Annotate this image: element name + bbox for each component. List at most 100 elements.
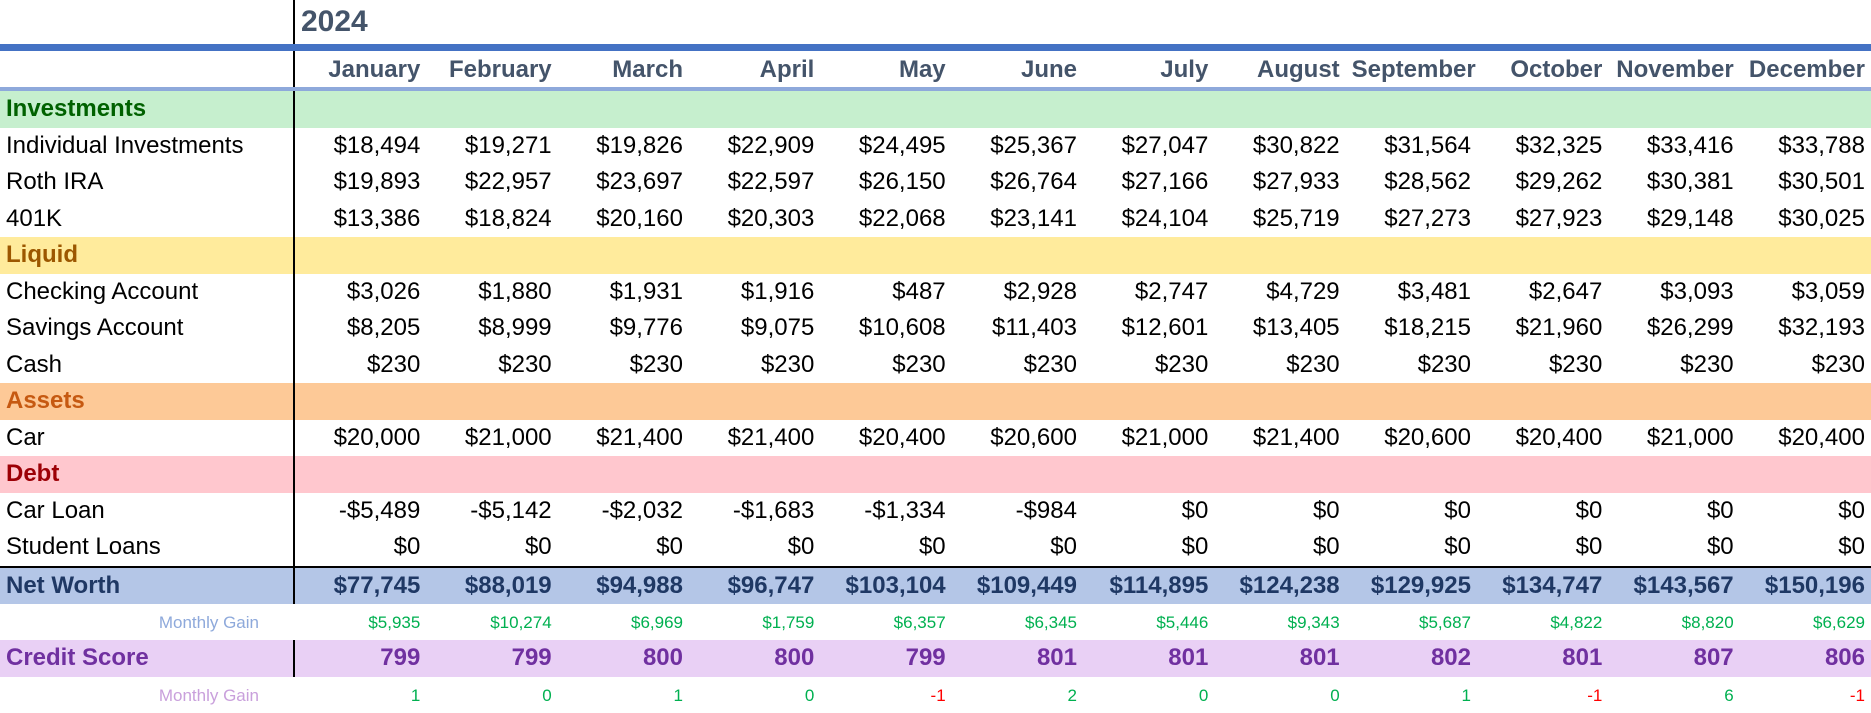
section-fill [558, 383, 689, 420]
table-row: Cash $230 $230 $230 $230 $230 $230 $230 $230 $230… [0, 346, 1871, 383]
net-worth-value: $124,238 [1239, 571, 1340, 599]
credit-score-value: 800 [642, 644, 683, 671]
net-worth-gain-value: $8,820 [1681, 613, 1734, 632]
value-cell: $0 [1838, 496, 1865, 524]
value-cell: -$5,142 [470, 496, 552, 524]
net-worth-gain-value: $10,274 [490, 613, 552, 632]
section-fill [1477, 91, 1608, 128]
credit-gain-value: 2 [1067, 685, 1077, 705]
net-worth-row: Net Worth $77,745 $88,019 $94,988 $96,747 $10… [0, 565, 1871, 604]
value-cell: $26,299 [1646, 314, 1734, 341]
section-fill [295, 456, 426, 493]
value-cell: $0 [1706, 496, 1734, 524]
row-label: Savings Account [0, 310, 295, 347]
row-label: Individual Investments [0, 127, 295, 164]
row-label: 401K [0, 200, 295, 237]
value-cell: $13,405 [1252, 314, 1340, 341]
net-worth-gain-value: $6,345 [1024, 613, 1077, 632]
value-cell: $3,026 [346, 277, 421, 305]
section-fill [820, 237, 951, 274]
value-cell: $4,729 [1266, 277, 1340, 305]
credit-gain-value: 1 [410, 685, 421, 705]
value-cell: $26,764 [990, 168, 1077, 195]
table-row: 401K $13,386 $18,824 $20,160 $20,303 $22,068 $… [0, 200, 1871, 237]
credit-gain-value: 0 [542, 685, 552, 705]
section-fill [952, 383, 1083, 420]
credit-score-value: 801 [1299, 644, 1340, 671]
value-cell: $230 [1417, 350, 1471, 378]
value-cell: $27,273 [1384, 204, 1471, 232]
net-worth-gain-row: Monthly Gain $5,935 $10,274 $6,969 $1,759 $6,… [0, 604, 1871, 640]
section-fill [1608, 91, 1739, 128]
credit-score-value: 799 [511, 644, 552, 671]
value-cell: $0 [1181, 496, 1209, 524]
credit-gain-value: 1 [1461, 685, 1471, 705]
value-cell: $0 [1312, 496, 1340, 524]
value-cell: $27,166 [1121, 168, 1209, 195]
value-cell: $0 [656, 533, 683, 560]
net-worth-gain-value: $4,822 [1550, 613, 1603, 632]
value-cell: $0 [1575, 496, 1603, 524]
credit-score-value: 800 [774, 644, 815, 671]
credit-score-value: 801 [1036, 644, 1077, 671]
value-cell: $21,400 [1252, 423, 1340, 451]
section-fill [426, 91, 557, 128]
value-cell: $31,564 [1384, 131, 1471, 159]
month-header-may: May [898, 56, 946, 83]
section-title-assets: Assets [0, 383, 295, 420]
section-header-liquid: Liquid [0, 237, 1871, 274]
net-worth-gain-value: $6,969 [630, 613, 683, 632]
row-label: Student Loans [0, 529, 295, 566]
value-cell: $20,600 [990, 423, 1077, 451]
value-cell: $20,400 [1515, 423, 1603, 451]
value-cell: $8,205 [346, 314, 421, 341]
net-worth-gain-value: $9,343 [1287, 613, 1340, 632]
credit-gain-label: Monthly Gain [158, 685, 259, 705]
value-cell: $23,697 [596, 168, 683, 195]
net-worth-gain-value: $5,935 [368, 613, 421, 632]
value-cell: $0 [1706, 533, 1734, 560]
section-fill [1083, 456, 1214, 493]
net-worth-value: $94,988 [596, 571, 683, 599]
section-fill [295, 91, 426, 128]
value-cell: $19,826 [596, 131, 683, 159]
table-row: Savings Account $8,205 $8,999 $9,776 $9,075 $… [0, 310, 1871, 347]
net-worth-value: $109,449 [976, 571, 1077, 599]
section-fill [1740, 91, 1871, 128]
value-cell: $3,093 [1660, 277, 1734, 305]
value-cell: $13,386 [333, 204, 421, 232]
value-cell: $32,325 [1515, 131, 1603, 159]
net-worth-value: $77,745 [333, 571, 421, 599]
value-cell: $18,824 [464, 204, 552, 232]
net-worth-value: $150,196 [1764, 571, 1865, 599]
header-rule [0, 44, 1871, 51]
section-fill [1214, 383, 1345, 420]
value-cell: $19,271 [464, 131, 552, 159]
credit-score-value: 799 [380, 644, 421, 671]
credit-score-value: 801 [1168, 644, 1209, 671]
value-cell: $0 [1312, 533, 1340, 560]
value-cell: $9,776 [609, 314, 683, 341]
value-cell: $487 [892, 277, 946, 305]
section-fill [1608, 383, 1739, 420]
section-fill [558, 91, 689, 128]
section-fill [1477, 237, 1608, 274]
credit-score-label: Credit Score [0, 640, 295, 677]
table-body: Investments Individual Investments $18,494… [0, 91, 1871, 713]
section-fill [952, 456, 1083, 493]
section-fill [1214, 237, 1345, 274]
value-cell: $2,928 [1003, 277, 1077, 305]
value-cell: $230 [629, 350, 683, 378]
month-header-december: December [1748, 56, 1865, 83]
value-cell: $230 [1286, 350, 1340, 378]
section-fill [1346, 383, 1477, 420]
value-cell: $11,403 [992, 314, 1077, 341]
value-cell: -$5,489 [338, 496, 421, 524]
value-cell: $20,400 [858, 423, 946, 451]
section-fill [1477, 456, 1608, 493]
section-fill [558, 456, 689, 493]
section-fill [1214, 91, 1345, 128]
value-cell: $3,059 [1791, 277, 1865, 305]
value-cell: $230 [1680, 350, 1734, 378]
